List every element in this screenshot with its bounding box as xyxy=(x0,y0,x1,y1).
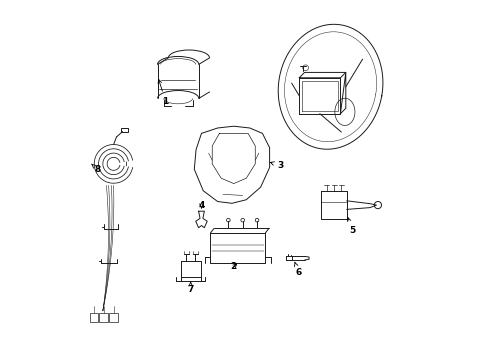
Text: 4: 4 xyxy=(198,201,204,210)
Text: 3: 3 xyxy=(270,161,283,170)
Text: 1: 1 xyxy=(158,80,168,105)
Bar xyxy=(99,314,108,322)
Bar xyxy=(121,128,128,132)
Bar xyxy=(89,314,98,322)
Bar xyxy=(109,314,118,322)
Text: 6: 6 xyxy=(294,262,301,277)
Text: 5: 5 xyxy=(346,217,354,235)
Text: 7: 7 xyxy=(187,282,194,294)
Text: 2: 2 xyxy=(230,262,236,271)
Text: 8: 8 xyxy=(91,164,101,174)
